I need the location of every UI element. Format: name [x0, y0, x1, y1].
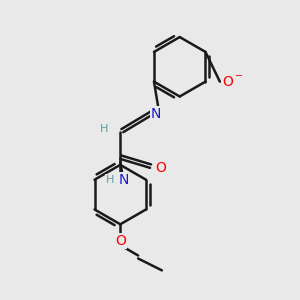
Text: N: N — [151, 107, 161, 121]
Text: N: N — [119, 173, 129, 187]
Text: H: H — [106, 175, 114, 185]
Text: −: − — [235, 71, 243, 81]
Text: O: O — [155, 161, 166, 175]
Text: O: O — [222, 75, 233, 88]
Text: O: O — [115, 234, 126, 248]
Text: H: H — [100, 124, 108, 134]
